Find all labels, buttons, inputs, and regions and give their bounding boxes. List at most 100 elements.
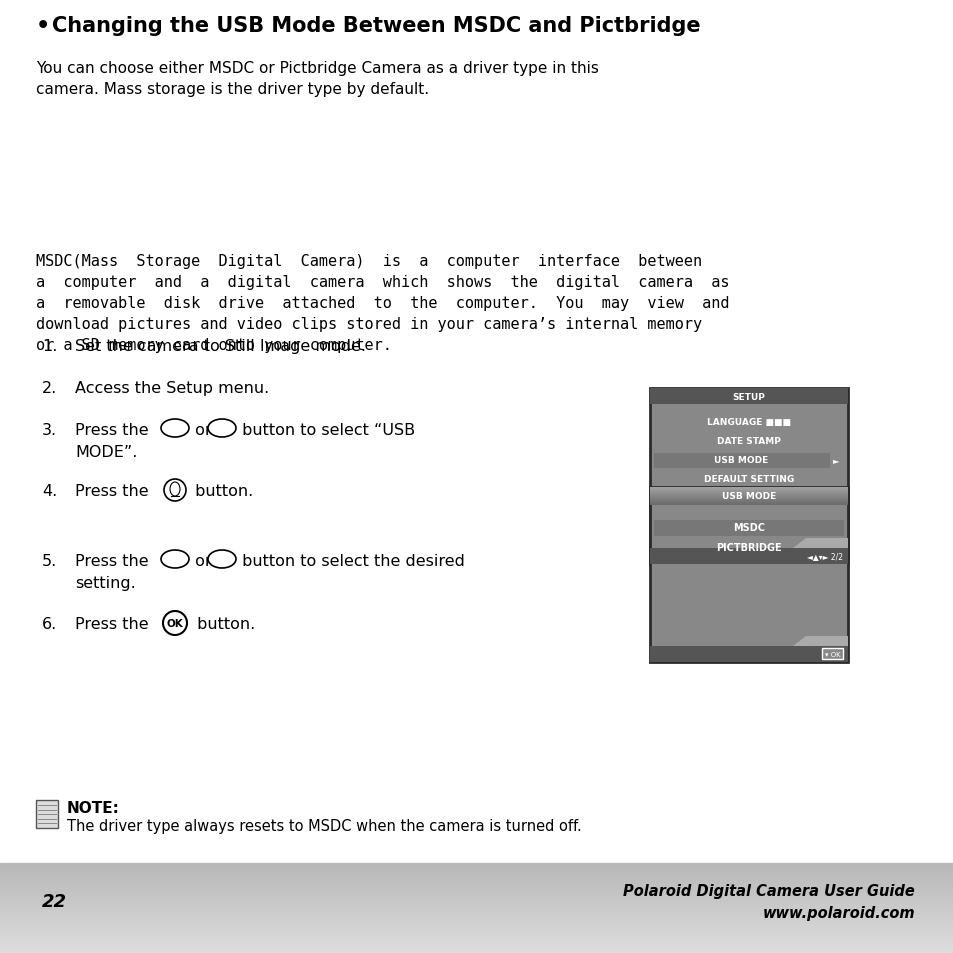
Bar xyxy=(0,887,953,888)
Text: button.: button. xyxy=(190,483,253,498)
Text: a  computer  and  a  digital  camera  which  shows  the  digital  camera  as: a computer and a digital camera which sh… xyxy=(36,274,729,290)
Bar xyxy=(0,907,953,908)
Bar xyxy=(0,946,953,947)
Bar xyxy=(0,888,953,889)
Text: 22: 22 xyxy=(42,892,67,910)
Bar xyxy=(0,927,953,928)
Text: 5.: 5. xyxy=(42,554,57,568)
Bar xyxy=(0,903,953,904)
FancyBboxPatch shape xyxy=(649,494,847,495)
Text: ►: ► xyxy=(832,456,839,465)
Bar xyxy=(0,950,953,951)
Bar xyxy=(0,919,953,920)
Text: USB MODE: USB MODE xyxy=(721,492,776,501)
Bar xyxy=(0,866,953,867)
Text: 1.: 1. xyxy=(42,338,57,354)
Text: DEFAULT SETTING: DEFAULT SETTING xyxy=(703,475,793,484)
Polygon shape xyxy=(792,538,847,548)
Text: The driver type always resets to MSDC when the camera is turned off.: The driver type always resets to MSDC wh… xyxy=(67,818,581,833)
Text: Press the: Press the xyxy=(75,422,153,437)
Ellipse shape xyxy=(208,419,235,437)
Text: button to select “USB: button to select “USB xyxy=(236,422,415,437)
Bar xyxy=(0,937,953,938)
FancyBboxPatch shape xyxy=(649,504,847,505)
Text: NOTE:: NOTE: xyxy=(67,801,120,815)
FancyBboxPatch shape xyxy=(649,389,847,405)
Bar xyxy=(0,875,953,876)
Text: Press the: Press the xyxy=(75,617,153,631)
Bar xyxy=(0,869,953,870)
Text: 3.: 3. xyxy=(42,422,57,437)
Bar xyxy=(0,915,953,916)
FancyBboxPatch shape xyxy=(649,502,847,503)
Bar xyxy=(0,941,953,942)
Bar xyxy=(0,879,953,880)
FancyBboxPatch shape xyxy=(649,497,847,498)
Bar xyxy=(0,949,953,950)
Bar xyxy=(0,945,953,946)
Bar xyxy=(0,878,953,879)
Text: You can choose either MSDC or Pictbridge Camera as a driver type in this: You can choose either MSDC or Pictbridge… xyxy=(36,61,598,76)
Bar xyxy=(0,935,953,936)
Bar xyxy=(0,884,953,885)
Bar xyxy=(0,932,953,933)
Bar xyxy=(0,923,953,924)
FancyBboxPatch shape xyxy=(649,501,847,502)
Bar xyxy=(0,952,953,953)
Text: Press the: Press the xyxy=(75,554,153,568)
Text: 2.: 2. xyxy=(42,380,57,395)
FancyBboxPatch shape xyxy=(649,496,847,497)
Bar xyxy=(0,921,953,923)
Text: or: or xyxy=(190,554,216,568)
Bar xyxy=(0,908,953,909)
Text: Set the camera to Still Image mode.: Set the camera to Still Image mode. xyxy=(75,338,366,354)
Text: Changing the USB Mode Between MSDC and Pictbridge: Changing the USB Mode Between MSDC and P… xyxy=(52,16,700,36)
Text: Access the Setup menu.: Access the Setup menu. xyxy=(75,380,269,395)
Text: ▾ OK: ▾ OK xyxy=(824,651,840,658)
Bar xyxy=(0,926,953,927)
Bar xyxy=(0,920,953,921)
Bar xyxy=(0,933,953,934)
FancyBboxPatch shape xyxy=(649,493,847,494)
Text: camera. Mass storage is the driver type by default.: camera. Mass storage is the driver type … xyxy=(36,82,429,97)
Bar xyxy=(0,912,953,913)
Bar xyxy=(0,898,953,899)
Text: or a SD memory card onto your computer.: or a SD memory card onto your computer. xyxy=(36,337,392,353)
Text: download pictures and video clips stored in your camera’s internal memory: download pictures and video clips stored… xyxy=(36,316,701,332)
Text: DATE STAMP: DATE STAMP xyxy=(717,437,781,446)
Circle shape xyxy=(163,612,187,636)
Ellipse shape xyxy=(208,551,235,568)
Bar xyxy=(0,889,953,890)
Bar xyxy=(0,882,953,883)
Bar xyxy=(0,873,953,874)
Bar xyxy=(0,901,953,902)
Bar xyxy=(0,876,953,877)
Bar xyxy=(0,943,953,944)
Bar xyxy=(0,939,953,940)
Text: SETUP: SETUP xyxy=(732,392,764,401)
FancyBboxPatch shape xyxy=(654,520,843,537)
Bar xyxy=(0,904,953,905)
Bar xyxy=(0,870,953,871)
Bar xyxy=(0,905,953,906)
Bar xyxy=(0,938,953,939)
Text: Press the: Press the xyxy=(75,483,153,498)
Bar xyxy=(0,948,953,949)
FancyBboxPatch shape xyxy=(649,498,847,499)
Text: www.polaroid.com: www.polaroid.com xyxy=(761,905,914,921)
Bar xyxy=(0,909,953,910)
Bar xyxy=(0,886,953,887)
Text: setting.: setting. xyxy=(75,576,135,590)
Bar xyxy=(0,934,953,935)
FancyBboxPatch shape xyxy=(649,490,847,491)
Bar xyxy=(0,891,953,892)
Bar xyxy=(0,865,953,866)
FancyBboxPatch shape xyxy=(649,488,847,489)
FancyBboxPatch shape xyxy=(36,801,58,828)
Ellipse shape xyxy=(161,419,189,437)
Bar xyxy=(0,880,953,882)
Text: 4.: 4. xyxy=(42,483,57,498)
Text: PICTBRIDGE: PICTBRIDGE xyxy=(716,542,781,553)
Bar xyxy=(0,892,953,893)
Bar xyxy=(0,872,953,873)
